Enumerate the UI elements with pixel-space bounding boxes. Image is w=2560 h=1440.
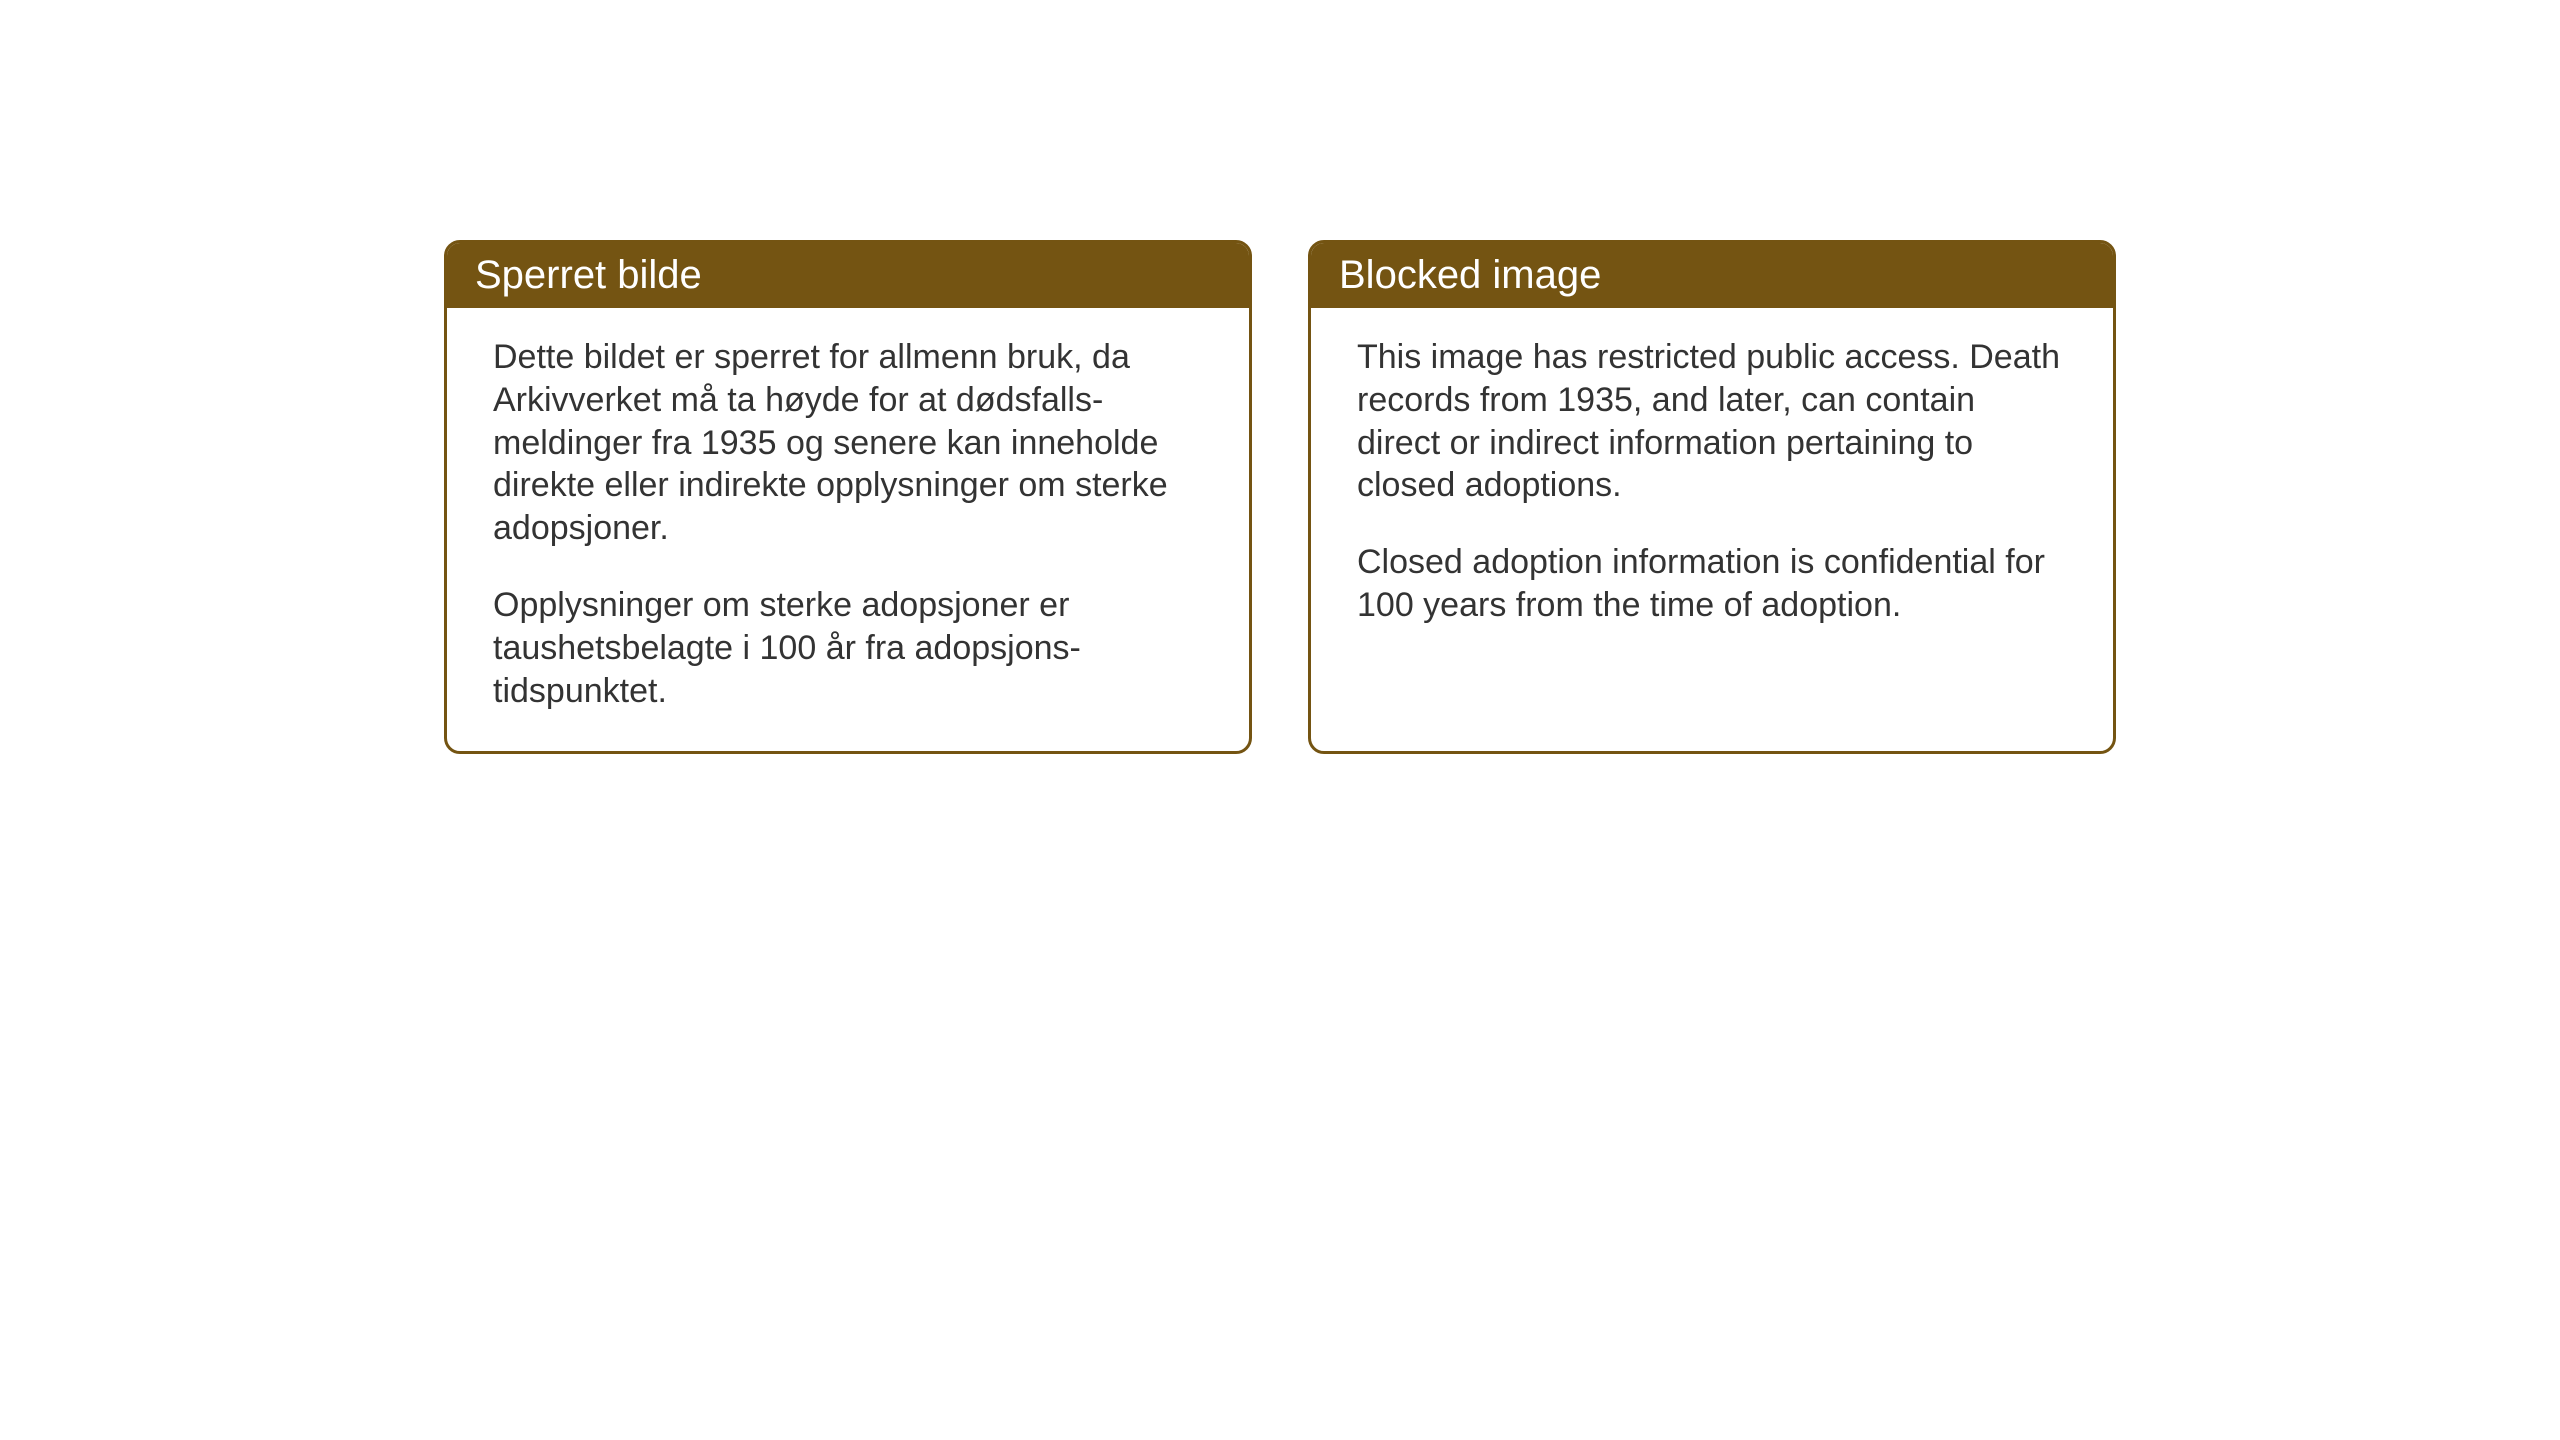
- card-paragraph-norwegian-2: Opplysninger om sterke adopsjoner er tau…: [493, 584, 1203, 712]
- card-body-english: This image has restricted public access.…: [1311, 308, 2113, 665]
- notice-cards-container: Sperret bilde Dette bildet er sperret fo…: [444, 240, 2116, 754]
- card-body-norwegian: Dette bildet er sperret for allmenn bruk…: [447, 308, 1249, 751]
- card-paragraph-english-1: This image has restricted public access.…: [1357, 336, 2067, 507]
- notice-card-english: Blocked image This image has restricted …: [1308, 240, 2116, 754]
- card-title-norwegian: Sperret bilde: [475, 253, 702, 297]
- card-header-english: Blocked image: [1311, 243, 2113, 308]
- card-paragraph-english-2: Closed adoption information is confident…: [1357, 541, 2067, 627]
- card-title-english: Blocked image: [1339, 253, 1601, 297]
- notice-card-norwegian: Sperret bilde Dette bildet er sperret fo…: [444, 240, 1252, 754]
- card-header-norwegian: Sperret bilde: [447, 243, 1249, 308]
- card-paragraph-norwegian-1: Dette bildet er sperret for allmenn bruk…: [493, 336, 1203, 550]
